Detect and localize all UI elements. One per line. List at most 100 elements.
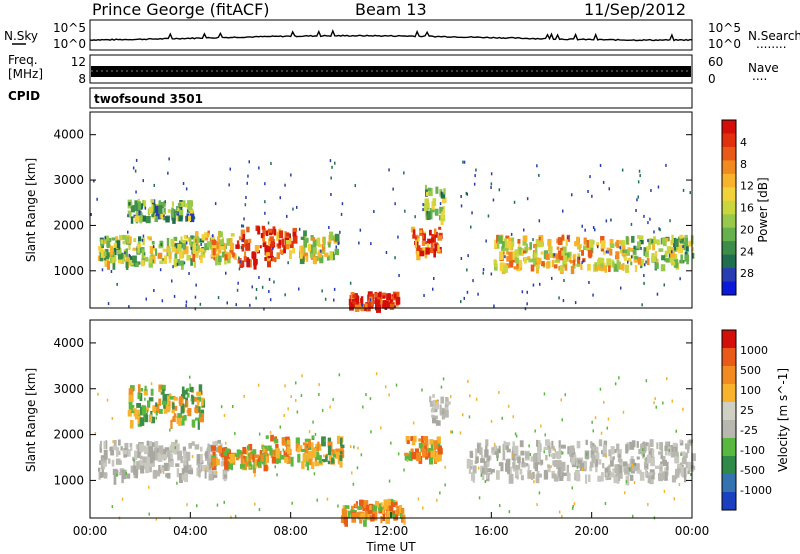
velocity-cell <box>176 468 180 478</box>
velocity-cell <box>504 445 509 450</box>
power-cell <box>637 180 640 184</box>
velocity-cell <box>185 468 189 474</box>
velocity-cell <box>175 463 180 467</box>
power-cell <box>506 263 510 269</box>
power-cell <box>620 286 622 290</box>
velocity-cell <box>145 414 149 423</box>
velocity-cell <box>169 396 174 400</box>
power-cell <box>653 239 658 244</box>
colorbar-segment <box>722 420 736 439</box>
velocity-cell <box>384 385 387 389</box>
velocity-cell <box>491 450 495 455</box>
power-cell <box>182 240 186 250</box>
nsearch-dots: ........ <box>756 37 787 51</box>
power-cell <box>226 238 231 246</box>
velocity-cell <box>359 500 364 505</box>
velocity-cell <box>671 399 673 403</box>
velocity-cell <box>339 454 343 461</box>
power-cell <box>587 190 589 193</box>
velocity-cell <box>643 462 647 467</box>
power-cell <box>596 265 602 271</box>
power-cell <box>285 232 290 237</box>
power-cell <box>679 248 682 253</box>
power-cell <box>494 263 498 271</box>
velocity-cell <box>129 420 134 429</box>
ytick-label: 4000 <box>53 336 84 350</box>
velocity-cell <box>499 504 501 508</box>
power-cell <box>583 237 587 245</box>
power-cell <box>214 202 217 206</box>
velocity-cell <box>148 485 150 489</box>
power-cell <box>224 254 228 261</box>
velocity-cell <box>571 457 576 465</box>
power-cell <box>333 287 336 291</box>
velocity-cell <box>373 510 378 521</box>
power-cell <box>423 205 428 212</box>
velocity-cell <box>576 440 581 449</box>
power-cell <box>588 255 592 259</box>
power-cell <box>564 262 568 271</box>
power-cell <box>567 236 569 240</box>
velocity-cell <box>335 448 341 452</box>
power-cell <box>671 250 673 254</box>
velocity-cell <box>413 435 417 443</box>
power-cell <box>211 239 217 245</box>
velocity-cell <box>571 506 574 510</box>
power-cell <box>425 247 430 255</box>
power-cell <box>641 303 643 307</box>
power-cell <box>639 235 644 241</box>
velocity-cell <box>430 449 436 458</box>
velocity-cell <box>168 453 171 463</box>
power-cell <box>660 264 666 272</box>
power-cell <box>173 294 176 298</box>
power-cell <box>551 259 555 268</box>
power-cell <box>317 251 321 256</box>
power-cell <box>589 246 594 254</box>
velocity-cell <box>221 454 225 461</box>
power-cell <box>538 219 541 223</box>
power-cell <box>151 240 155 245</box>
power-cell <box>416 251 420 255</box>
power-cell <box>190 247 193 250</box>
power-cell <box>199 302 202 306</box>
power-cell <box>654 251 658 257</box>
velocity-cell <box>152 405 157 413</box>
power-cell <box>434 243 439 252</box>
power-cell <box>244 239 248 248</box>
power-cell <box>441 197 447 204</box>
power-cell <box>373 210 375 213</box>
power-cell <box>339 230 341 234</box>
velocity-cell <box>536 439 539 447</box>
velocity-cell <box>327 441 331 448</box>
power-cell <box>635 209 637 212</box>
power-cell <box>138 261 141 265</box>
velocity-cell <box>257 383 260 387</box>
power-cell <box>403 171 405 175</box>
velocity-cell <box>172 444 177 454</box>
power-cell <box>183 246 189 255</box>
velocity-cell <box>484 464 488 471</box>
power-cell <box>190 241 195 249</box>
velocity-cell <box>354 503 358 508</box>
velocity-cell <box>165 473 168 478</box>
power-cell <box>182 200 186 207</box>
velocity-cell <box>551 454 555 458</box>
power-cell <box>509 260 514 268</box>
velocity-cell <box>314 432 317 436</box>
velocity-cell <box>155 402 158 407</box>
velocity-cell <box>133 408 137 417</box>
power-cell <box>316 237 321 247</box>
velocity-cell <box>274 465 276 469</box>
velocity-cell <box>207 447 211 452</box>
power-cell <box>163 201 166 207</box>
velocity-cell <box>655 465 660 469</box>
power-cell <box>422 234 425 239</box>
power-cell <box>107 302 110 306</box>
colorbar-tick-label: -25 <box>740 424 758 437</box>
power-cell <box>673 243 676 251</box>
power-cell <box>161 299 164 303</box>
power-cell <box>103 251 107 257</box>
velocity-cell <box>560 398 562 402</box>
velocity-cell <box>369 505 372 511</box>
